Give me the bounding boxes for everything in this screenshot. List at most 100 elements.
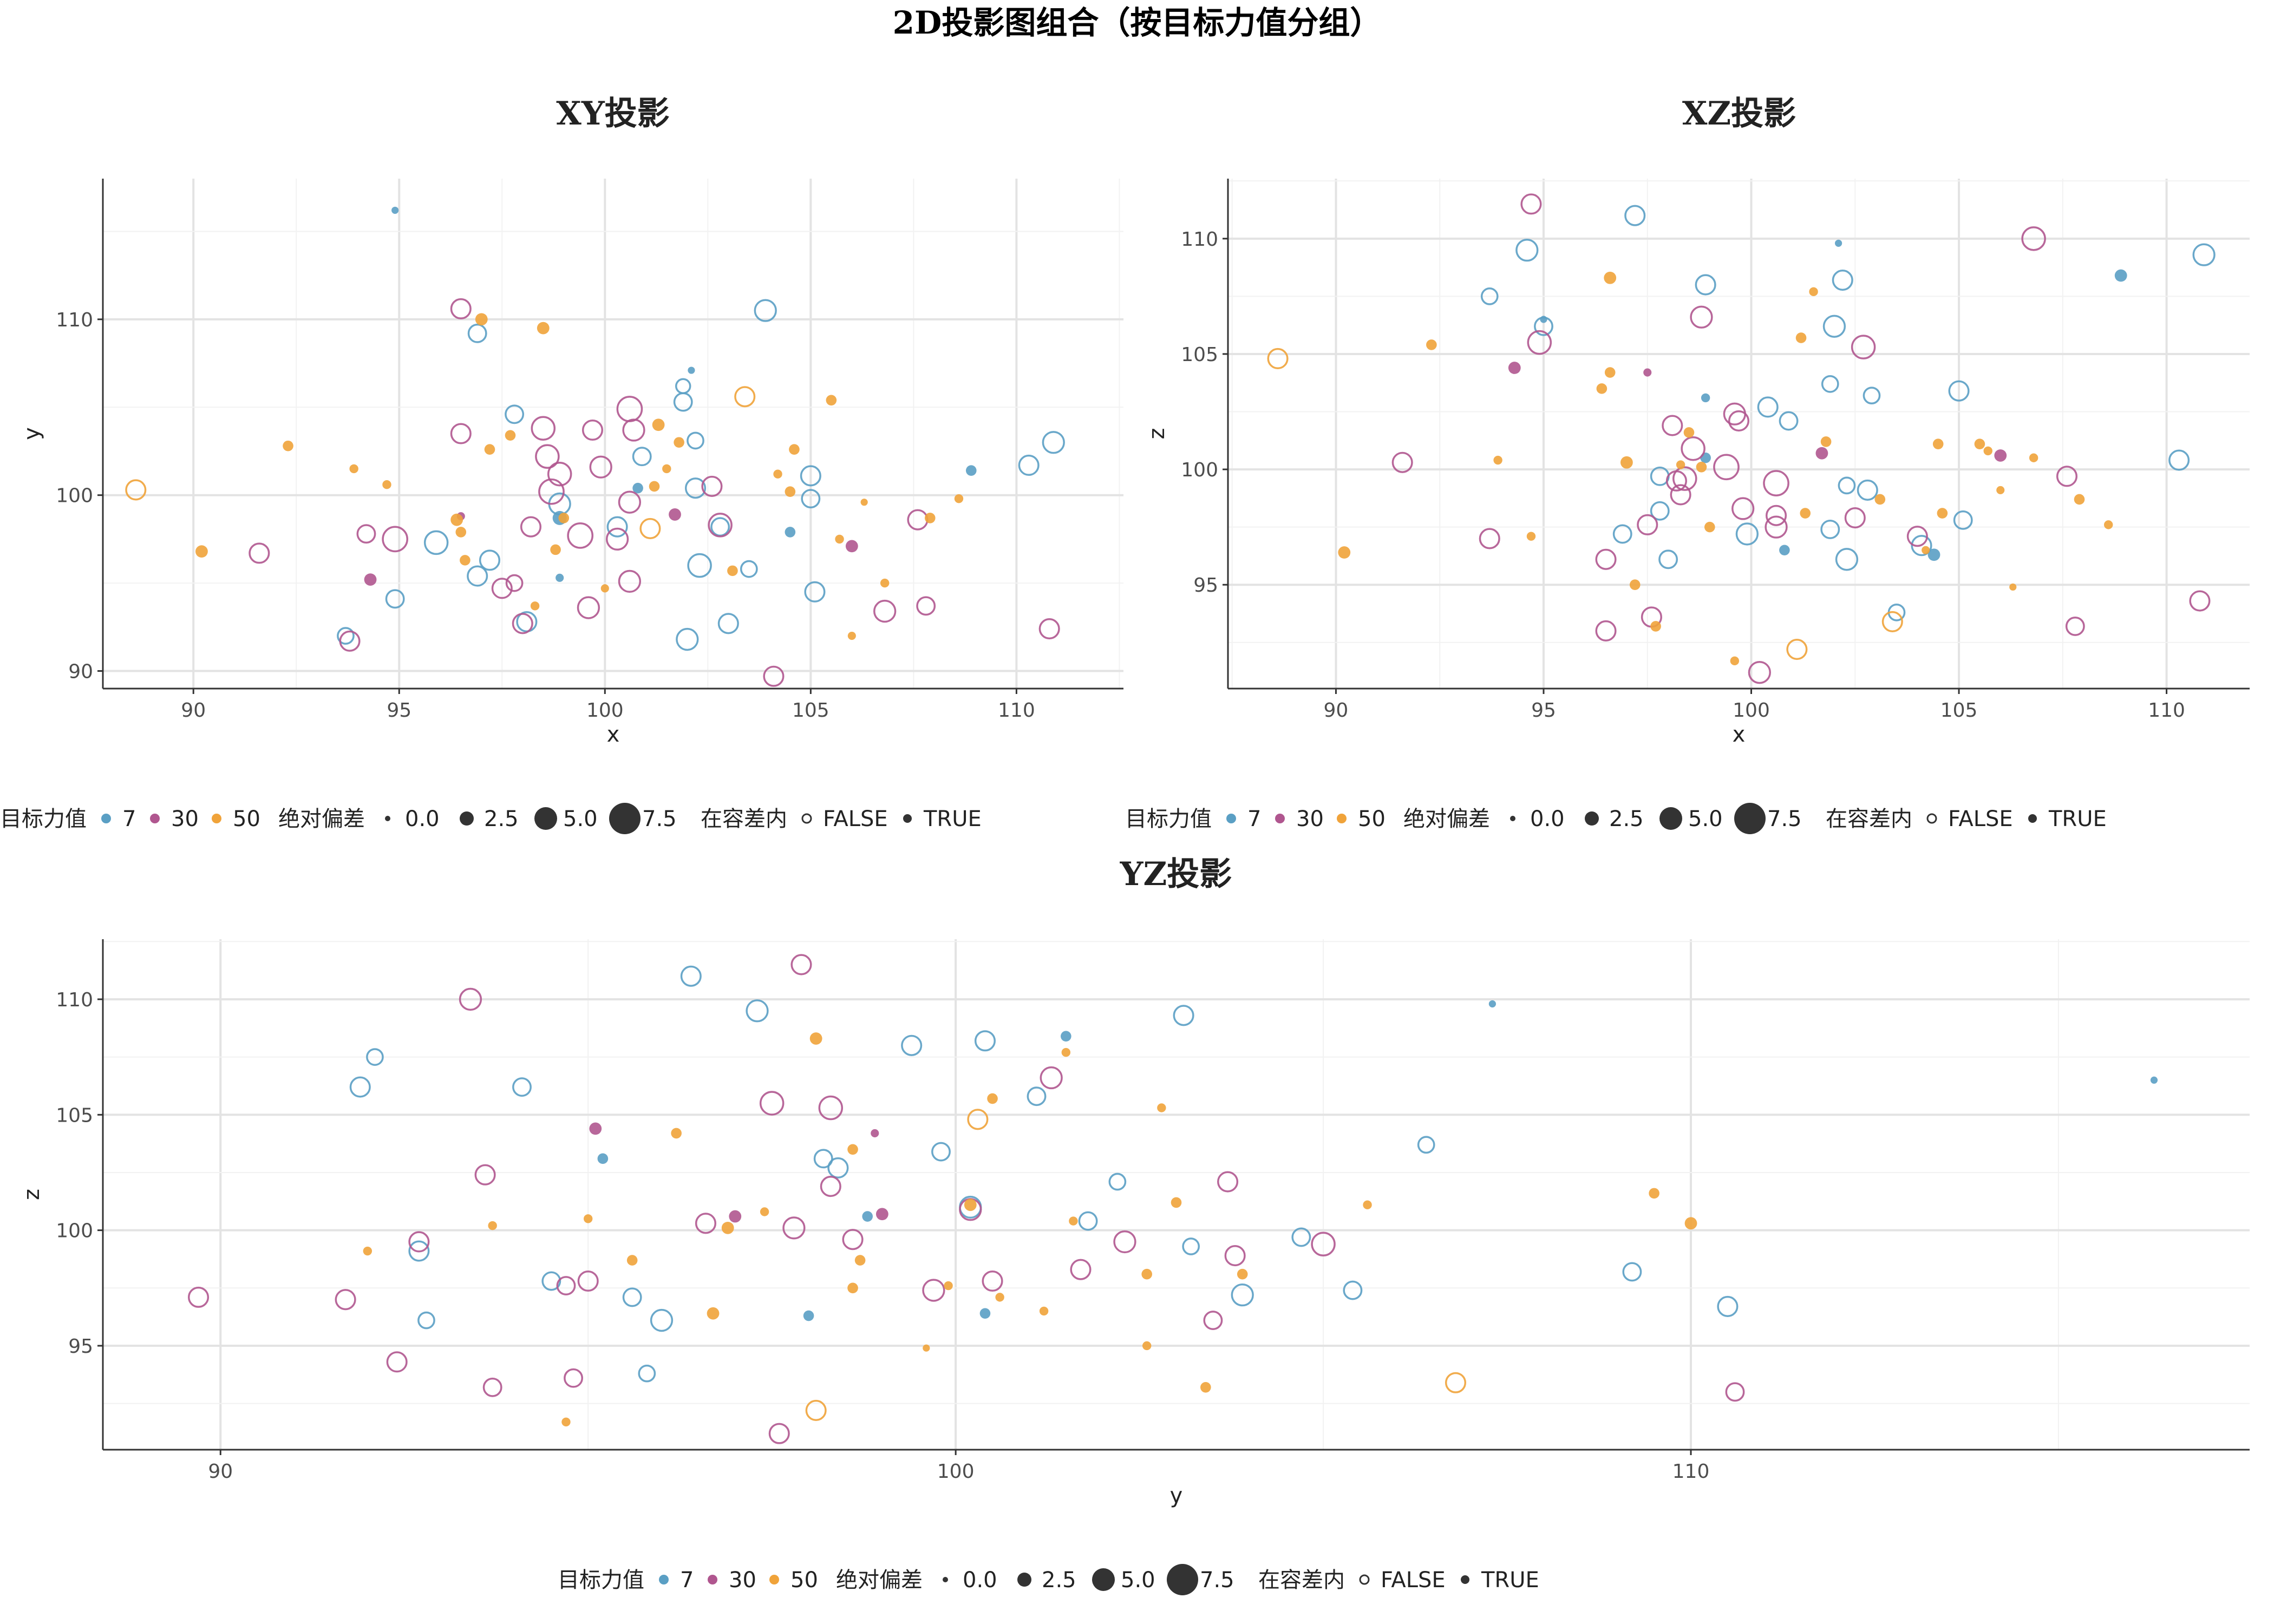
point-7 — [417, 1311, 435, 1330]
point-30 — [1844, 507, 1866, 529]
point-50 — [1157, 1103, 1166, 1112]
legend-size-key — [609, 803, 641, 834]
legend-color-title: 目标力值 — [558, 1568, 644, 1593]
point-50 — [1800, 508, 1811, 519]
y-tick-label: 95 — [1193, 574, 1218, 597]
legend-size-key — [460, 811, 474, 826]
point-50 — [1786, 638, 1808, 660]
legend-size-label: 5.0 — [1688, 807, 1723, 831]
point-50 — [1684, 1217, 1697, 1230]
point-50 — [1141, 1268, 1152, 1280]
point-7 — [931, 1142, 951, 1162]
point-50 — [455, 527, 467, 538]
point-30 — [782, 1216, 806, 1240]
legend-size-title: 绝对偏差 — [1403, 807, 1490, 831]
point-50 — [1237, 1268, 1248, 1280]
point-7 — [2168, 449, 2190, 471]
point-7 — [2150, 1076, 2158, 1084]
x-tick-label: 105 — [792, 699, 829, 722]
legend-size-key — [1734, 803, 1766, 834]
point-7 — [650, 1308, 674, 1332]
legend-size-key — [1659, 807, 1682, 830]
legend-size-label: 2.5 — [1042, 1568, 1076, 1593]
point-50 — [475, 313, 488, 326]
point-50 — [826, 395, 837, 406]
point-7 — [974, 1030, 996, 1052]
point-30 — [459, 987, 482, 1011]
point-50 — [1171, 1197, 1182, 1208]
x-tick-label: 95 — [1531, 699, 1556, 722]
point-30 — [538, 478, 565, 505]
point-30 — [1508, 362, 1521, 374]
point-30 — [450, 423, 472, 444]
y-tick-label: 110 — [1181, 228, 1218, 251]
point-7 — [1717, 1295, 1739, 1317]
point-50 — [488, 1221, 497, 1230]
x-tick-label: 100 — [1733, 699, 1770, 722]
point-30 — [982, 1270, 1003, 1292]
point-50 — [854, 1255, 866, 1266]
point-50 — [967, 1109, 989, 1130]
point-50 — [1881, 611, 1903, 632]
x-axis-label: x — [607, 722, 620, 747]
gridlines — [103, 179, 1123, 689]
point-50 — [363, 1246, 373, 1256]
point-7 — [1832, 269, 1853, 291]
legend-color-key — [1275, 814, 1285, 823]
point-50 — [773, 469, 782, 479]
legend-color-title: 目标力值 — [1125, 807, 1212, 831]
legend-size-key — [534, 807, 557, 830]
legend-shape-key — [1461, 1575, 1469, 1584]
legend-color-label: 50 — [1358, 807, 1386, 831]
legend-size-label: 7.5 — [1200, 1568, 1234, 1593]
point-7 — [1061, 1031, 1071, 1042]
point-30 — [1713, 454, 1740, 481]
point-50 — [1267, 348, 1289, 370]
x-tick-label: 100 — [586, 699, 624, 722]
point-7 — [1695, 274, 1716, 296]
point-30 — [759, 1091, 785, 1116]
y-tick-label: 110 — [56, 989, 93, 1011]
point-7 — [505, 404, 525, 424]
point-30 — [547, 461, 572, 487]
point-7 — [1838, 476, 1856, 495]
point-30 — [1224, 1245, 1246, 1267]
point-30 — [1748, 661, 1772, 684]
y-axis-label: y — [19, 427, 44, 440]
point-7 — [1612, 524, 1632, 544]
legend-color-key — [708, 1575, 717, 1584]
point-50 — [1620, 456, 1633, 469]
point-50 — [626, 1255, 638, 1266]
point-50 — [1039, 1306, 1049, 1316]
point-50 — [1809, 287, 1818, 297]
point-50 — [1604, 367, 1616, 378]
point-30 — [382, 526, 409, 553]
point-7 — [1701, 393, 1710, 403]
point-30 — [873, 599, 897, 623]
point-50 — [537, 322, 550, 335]
point-7 — [1343, 1280, 1363, 1300]
point-30 — [1763, 470, 1789, 496]
point-50 — [809, 1032, 822, 1045]
point-7 — [1820, 519, 1840, 539]
point-30 — [768, 1423, 790, 1444]
y-axis-label: z — [1145, 428, 1169, 440]
point-7 — [746, 999, 769, 1023]
x-tick-label: 100 — [937, 1461, 975, 1483]
point-30 — [1070, 1259, 1092, 1280]
point-50 — [760, 1207, 769, 1216]
point-7 — [803, 1310, 814, 1321]
panel-0: XY投影 90 95 100 105 110 90 100 110 x y 目标力值 7 30 50 绝对偏差… — [0, 95, 1123, 834]
point-7 — [676, 627, 699, 651]
point-7 — [1779, 545, 1790, 556]
legend-color-key — [150, 814, 160, 823]
point-50 — [2009, 583, 2017, 591]
legend-color-label: 30 — [171, 807, 199, 831]
point-50 — [505, 430, 516, 441]
point-7 — [687, 553, 712, 578]
legend-shape-title: 在容差内 — [1258, 1568, 1345, 1593]
point-50 — [484, 444, 495, 455]
y-tick-label: 105 — [1181, 344, 1218, 366]
point-7 — [800, 465, 821, 487]
point-7 — [467, 565, 488, 587]
